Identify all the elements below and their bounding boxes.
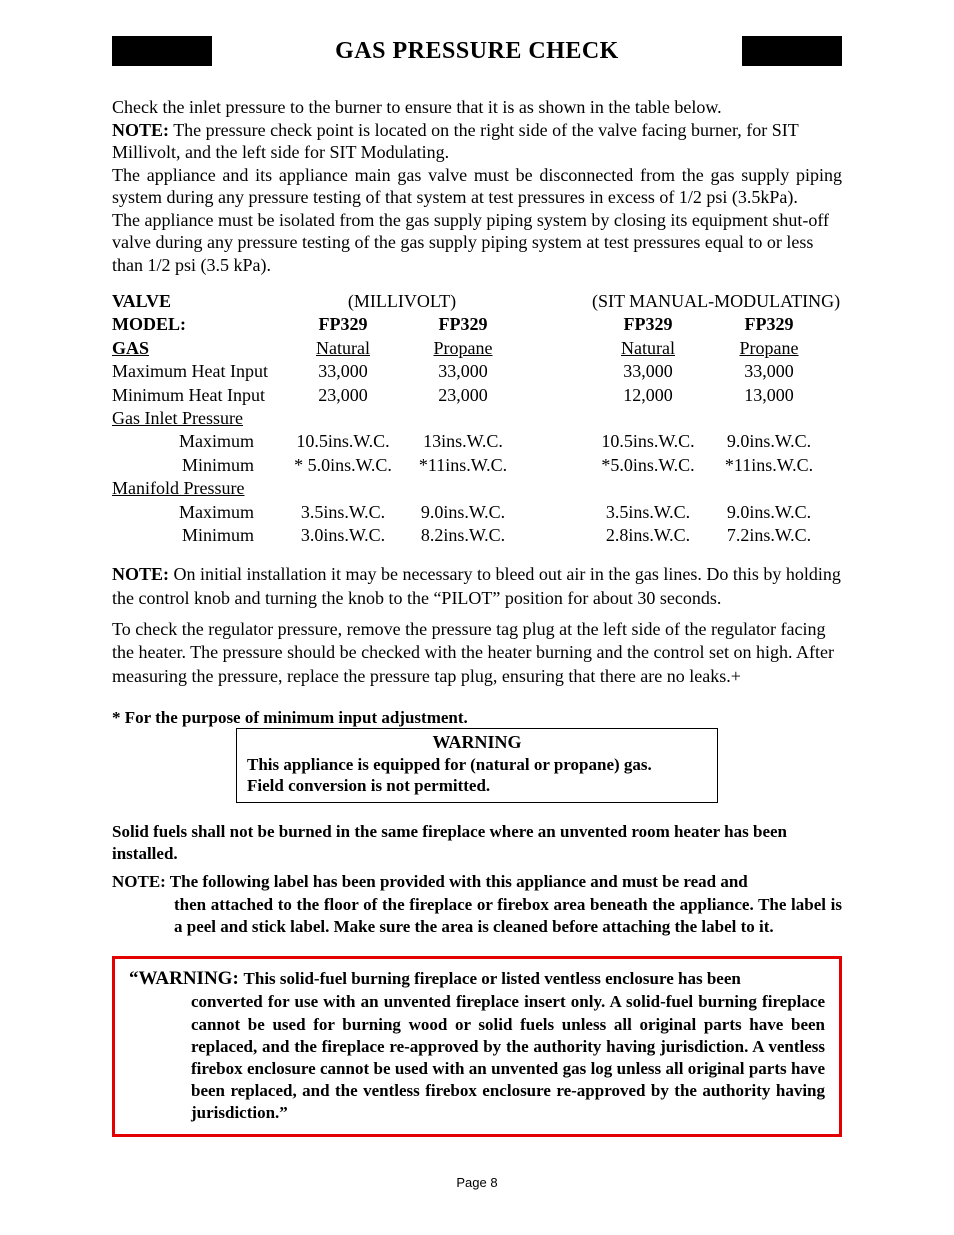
- footnote: * For the purpose of minimum input adjus…: [112, 708, 842, 728]
- inlet-min-2: *11ins.W.C.: [404, 454, 522, 477]
- note3: NOTE: The following label has been provi…: [112, 871, 842, 937]
- warning-line2: Field conversion is not permitted.: [247, 775, 707, 796]
- manifold-max-label: Maximum: [112, 501, 282, 524]
- left-bar: [112, 36, 212, 66]
- max-heat-4: 33,000: [704, 360, 834, 383]
- intro-p2: NOTE: The pressure check point is locate…: [112, 119, 842, 164]
- gas-1: Natural: [282, 337, 404, 360]
- right-bar: [742, 36, 842, 66]
- millivolt-header: (MILLIVOLT): [282, 290, 522, 313]
- intro-p3: The appliance and its appliance main gas…: [112, 164, 842, 209]
- red-warning-lead: “WARNING:: [129, 968, 244, 989]
- manifold-label: Manifold Pressure: [112, 477, 834, 500]
- manifold-min-label: Minimum: [112, 524, 282, 547]
- valve-label: VALVE: [112, 290, 282, 313]
- model-label: MODEL:: [112, 313, 282, 336]
- note3-body-rest: then attached to the floor of the firepl…: [112, 894, 842, 938]
- min-heat-4: 13,000: [704, 384, 834, 407]
- max-heat-2: 33,000: [404, 360, 522, 383]
- max-heat-1: 33,000: [282, 360, 404, 383]
- inlet-max-label: Maximum: [112, 430, 282, 453]
- manifold-min-2: 8.2ins.W.C.: [404, 524, 522, 547]
- document-page: GAS PRESSURE CHECK Check the inlet press…: [0, 0, 954, 1230]
- warning-box: WARNING This appliance is equipped for (…: [236, 728, 718, 803]
- manifold-min-4: 7.2ins.W.C.: [704, 524, 834, 547]
- model-3: FP329: [592, 313, 704, 336]
- model-1: FP329: [282, 313, 404, 336]
- manifold-min-3: 2.8ins.W.C.: [592, 524, 704, 547]
- note2-p2: To check the regulator pressure, remove …: [112, 618, 842, 688]
- model-2: FP329: [404, 313, 522, 336]
- red-warning-inline: This solid-fuel burning fireplace or lis…: [244, 969, 741, 988]
- gas-2: Propane: [404, 337, 522, 360]
- max-heat-label: Maximum Heat Input: [112, 360, 282, 383]
- inlet-min-1: * 5.0ins.W.C.: [282, 454, 404, 477]
- manifold-max-2: 9.0ins.W.C.: [404, 501, 522, 524]
- inlet-min-3: *5.0ins.W.C.: [592, 454, 704, 477]
- inlet-min-4: *11ins.W.C.: [704, 454, 834, 477]
- inlet-min-label: Minimum: [112, 454, 282, 477]
- intro-p2-text: The pressure check point is located on t…: [112, 120, 798, 163]
- spec-table: VALVE (MILLIVOLT) (SIT MANUAL-MODULATING…: [112, 290, 842, 547]
- inlet-max-1: 10.5ins.W.C.: [282, 430, 404, 453]
- title-row: GAS PRESSURE CHECK: [112, 36, 842, 66]
- sit-header: (SIT MANUAL-MODULATING): [592, 290, 834, 313]
- min-heat-2: 23,000: [404, 384, 522, 407]
- max-heat-3: 33,000: [592, 360, 704, 383]
- min-heat-1: 23,000: [282, 384, 404, 407]
- gas-3: Natural: [592, 337, 704, 360]
- red-warning-rest: converted for use with an unvented firep…: [129, 991, 825, 1124]
- gas-4: Propane: [704, 337, 834, 360]
- note2: NOTE: On initial installation it may be …: [112, 563, 842, 610]
- min-heat-label: Minimum Heat Input: [112, 384, 282, 407]
- manifold-max-4: 9.0ins.W.C.: [704, 501, 834, 524]
- note3-body-inline: The following label has been provided wi…: [170, 872, 748, 891]
- solid-fuels-text: Solid fuels shall not be burned in the s…: [112, 821, 842, 865]
- inlet-label: Gas Inlet Pressure: [112, 407, 834, 430]
- intro-p1: Check the inlet pressure to the burner t…: [112, 96, 842, 119]
- manifold-min-1: 3.0ins.W.C.: [282, 524, 404, 547]
- gas-label: GAS: [112, 337, 282, 360]
- manifold-max-1: 3.5ins.W.C.: [282, 501, 404, 524]
- page-title: GAS PRESSURE CHECK: [212, 38, 742, 65]
- note-label: NOTE:: [112, 120, 169, 140]
- min-heat-3: 12,000: [592, 384, 704, 407]
- model-4: FP329: [704, 313, 834, 336]
- page-number: Page 8: [112, 1175, 842, 1190]
- warning-title: WARNING: [247, 731, 707, 754]
- manifold-max-3: 3.5ins.W.C.: [592, 501, 704, 524]
- warning-line1: This appliance is equipped for (natural …: [247, 754, 707, 775]
- note3-lead: NOTE:: [112, 872, 170, 891]
- intro-p4: The appliance must be isolated from the …: [112, 209, 842, 277]
- note2-label: NOTE:: [112, 564, 169, 584]
- inlet-max-3: 10.5ins.W.C.: [592, 430, 704, 453]
- note2-p1: On initial installation it may be necess…: [112, 564, 841, 607]
- inlet-max-2: 13ins.W.C.: [404, 430, 522, 453]
- inlet-max-4: 9.0ins.W.C.: [704, 430, 834, 453]
- red-warning-box: “WARNING: This solid-fuel burning firepl…: [112, 956, 842, 1137]
